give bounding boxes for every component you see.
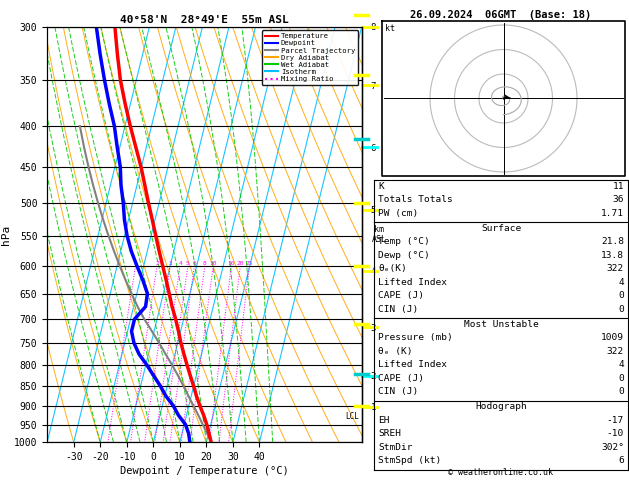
Text: PW (cm): PW (cm): [378, 208, 418, 218]
Text: 1009: 1009: [601, 333, 624, 342]
Text: 4: 4: [178, 261, 182, 266]
Text: CAPE (J): CAPE (J): [378, 291, 424, 300]
Text: 0: 0: [618, 305, 624, 313]
Text: 0: 0: [618, 387, 624, 396]
Text: Totals Totals: Totals Totals: [378, 195, 453, 204]
Text: Surface: Surface: [481, 224, 521, 232]
Text: CIN (J): CIN (J): [378, 305, 418, 313]
Text: θₑ (K): θₑ (K): [378, 347, 413, 355]
Text: © weatheronline.co.uk: © weatheronline.co.uk: [448, 468, 554, 477]
Text: 0: 0: [618, 374, 624, 382]
Text: 36: 36: [613, 195, 624, 204]
Legend: Temperature, Dewpoint, Parcel Trajectory, Dry Adiabat, Wet Adiabat, Isotherm, Mi: Temperature, Dewpoint, Parcel Trajectory…: [262, 30, 358, 85]
Text: 4: 4: [618, 360, 624, 369]
Text: 25: 25: [246, 261, 253, 266]
Text: 11: 11: [613, 181, 624, 191]
Text: 302°: 302°: [601, 442, 624, 451]
Text: StmSpd (kt): StmSpd (kt): [378, 456, 442, 465]
Text: CIN (J): CIN (J): [378, 387, 418, 396]
Text: Pressure (mb): Pressure (mb): [378, 333, 453, 342]
Text: -10: -10: [607, 429, 624, 438]
Text: 1: 1: [133, 261, 137, 266]
Text: 16: 16: [228, 261, 235, 266]
Text: 1.71: 1.71: [601, 208, 624, 218]
Text: Temp (°C): Temp (°C): [378, 237, 430, 246]
Text: StmDir: StmDir: [378, 442, 413, 451]
X-axis label: Dewpoint / Temperature (°C): Dewpoint / Temperature (°C): [120, 466, 289, 476]
Text: K: K: [378, 181, 384, 191]
Y-axis label: km
ASL: km ASL: [371, 225, 386, 244]
Text: 4: 4: [618, 278, 624, 287]
Text: Dewp (°C): Dewp (°C): [378, 250, 430, 260]
Text: θₑ(K): θₑ(K): [378, 264, 407, 273]
Y-axis label: hPa: hPa: [1, 225, 11, 244]
Text: -17: -17: [607, 416, 624, 424]
Text: 13.8: 13.8: [601, 250, 624, 260]
Text: CAPE (J): CAPE (J): [378, 374, 424, 382]
Text: 21.8: 21.8: [601, 237, 624, 246]
Text: Most Unstable: Most Unstable: [464, 319, 538, 329]
Text: 6: 6: [192, 261, 196, 266]
Text: 0: 0: [618, 291, 624, 300]
Text: SREH: SREH: [378, 429, 401, 438]
Text: EH: EH: [378, 416, 389, 424]
Text: 6: 6: [618, 456, 624, 465]
Text: Hodograph: Hodograph: [475, 402, 527, 411]
Text: 26.09.2024  06GMT  (Base: 18): 26.09.2024 06GMT (Base: 18): [410, 10, 592, 20]
Text: Lifted Index: Lifted Index: [378, 278, 447, 287]
Text: 20: 20: [237, 261, 244, 266]
Text: 10: 10: [209, 261, 217, 266]
Text: kt: kt: [385, 24, 395, 33]
Text: 322: 322: [607, 264, 624, 273]
Text: 322: 322: [607, 347, 624, 355]
Text: 2: 2: [155, 261, 159, 266]
Text: 8: 8: [203, 261, 207, 266]
Title: 40°58'N  28°49'E  55m ASL: 40°58'N 28°49'E 55m ASL: [120, 15, 289, 25]
Text: Lifted Index: Lifted Index: [378, 360, 447, 369]
Text: 3: 3: [169, 261, 172, 266]
Text: LCL: LCL: [345, 412, 359, 421]
Text: 5: 5: [186, 261, 190, 266]
